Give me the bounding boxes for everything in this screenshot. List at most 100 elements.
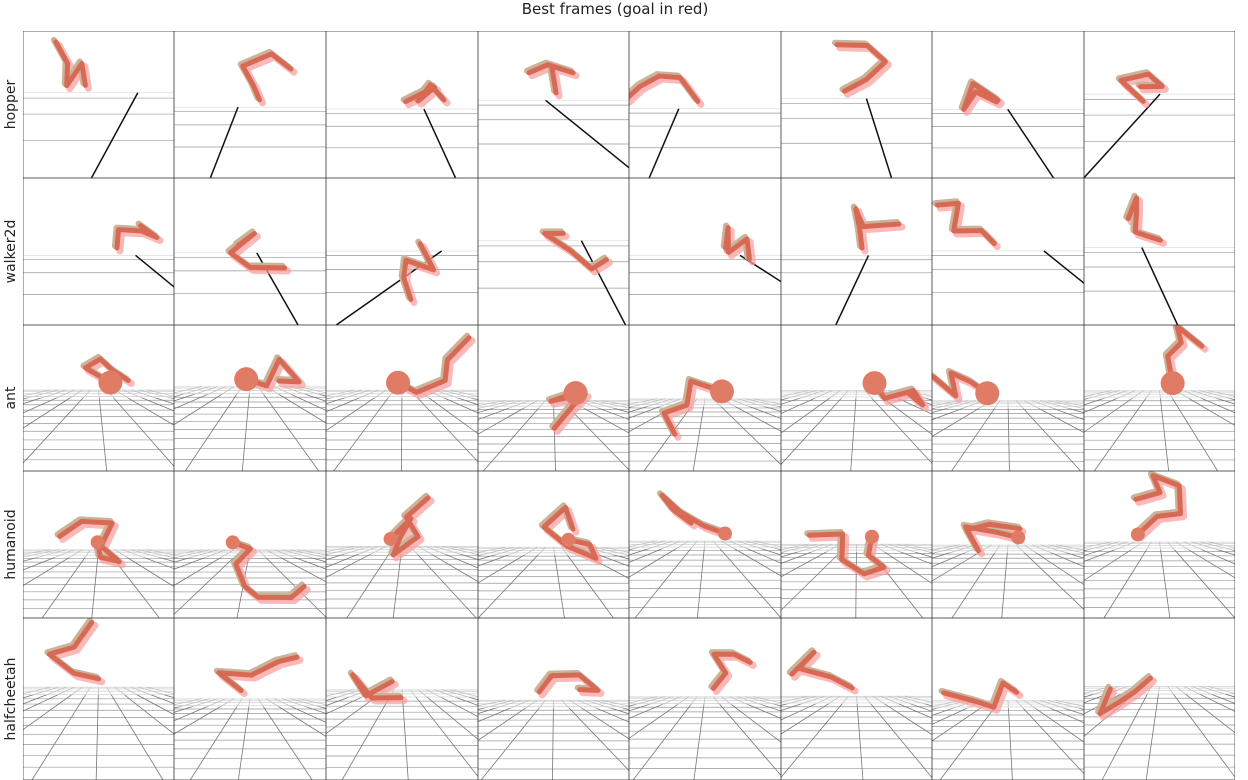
agent-pose	[388, 495, 431, 558]
floor-line	[1103, 541, 1152, 618]
floor-line	[174, 549, 243, 615]
row-label: humanoid	[3, 509, 19, 579]
torso	[1011, 530, 1026, 545]
frame-bg	[629, 31, 781, 178]
floor-line	[106, 686, 164, 780]
floor-line	[951, 400, 1001, 471]
torso	[234, 367, 259, 392]
frame-bg	[932, 31, 1084, 178]
floor-line	[1159, 541, 1171, 618]
floor-line	[629, 540, 690, 578]
floor-line	[478, 546, 546, 618]
frame-bg	[1084, 31, 1235, 178]
floor-line	[174, 549, 219, 563]
frame	[174, 618, 326, 780]
floor-line	[561, 699, 629, 772]
floor-line	[712, 540, 781, 618]
agent-pose	[46, 619, 102, 682]
floor-line	[781, 389, 825, 405]
floor-line	[478, 546, 538, 584]
floor-line	[1039, 700, 1084, 716]
floor-line	[189, 698, 243, 780]
sky-haze	[629, 471, 781, 549]
floor-line	[781, 695, 849, 779]
floor-line	[781, 543, 833, 564]
sky-haze	[629, 618, 781, 705]
floor-line	[781, 695, 833, 721]
floor-line	[346, 546, 395, 618]
floor-line	[553, 400, 556, 471]
agent-pose	[1133, 473, 1184, 537]
floor-line	[577, 546, 629, 567]
floor-line	[1093, 390, 1152, 471]
sky-haze	[781, 325, 932, 399]
floor-line	[417, 389, 478, 435]
frame-bg	[781, 178, 932, 325]
agent-pose	[710, 651, 753, 691]
floor-line	[425, 545, 478, 569]
floor-line	[1167, 686, 1235, 778]
frame	[23, 31, 174, 178]
torso	[862, 371, 887, 396]
floor-line	[90, 92, 139, 178]
floor-line	[1167, 541, 1235, 618]
floor-line	[880, 390, 932, 415]
floor-line	[932, 400, 985, 421]
floor-line	[1145, 686, 1160, 780]
floor-line	[425, 389, 478, 414]
sky-haze	[174, 618, 326, 707]
floor-line	[409, 689, 478, 778]
frame-bg	[174, 178, 326, 325]
floor-line	[632, 696, 698, 780]
floor-line	[888, 543, 932, 558]
floor-line	[23, 686, 83, 731]
floor-line	[423, 108, 457, 178]
floor-line	[257, 698, 313, 780]
agent-pose	[661, 378, 725, 437]
floor-line	[872, 543, 932, 584]
floor-line	[98, 389, 108, 471]
frame	[478, 178, 629, 325]
torso	[709, 379, 734, 404]
floor-line	[1183, 685, 1235, 712]
floor-line	[580, 240, 627, 325]
frame	[932, 471, 1084, 618]
floor-line	[629, 540, 674, 556]
floor-line	[781, 543, 825, 558]
agent-pose	[403, 82, 447, 105]
floor-line	[174, 549, 227, 570]
frame	[629, 471, 781, 618]
floor-line	[333, 389, 395, 471]
floor-line	[835, 255, 870, 325]
frame	[932, 325, 1084, 471]
agent-pose	[243, 356, 302, 389]
sky-haze	[629, 325, 781, 407]
floor-line	[483, 400, 546, 471]
floor-line	[478, 399, 530, 421]
frame-bg	[478, 31, 629, 178]
frame	[23, 618, 174, 780]
frame	[23, 325, 174, 471]
floor-line	[257, 549, 326, 618]
agent-pose	[629, 73, 701, 104]
floor-line	[209, 106, 239, 178]
row-label: halfcheetah	[3, 657, 19, 740]
floor-line	[1183, 390, 1235, 414]
floor-line	[585, 546, 629, 560]
goal-pose	[836, 44, 892, 98]
floor-line	[1084, 390, 1136, 413]
agent-pose	[659, 492, 728, 536]
frame	[478, 31, 629, 178]
floor-line	[114, 686, 174, 735]
floor-line	[720, 540, 781, 577]
floor-line	[888, 695, 932, 712]
agent-pose	[934, 200, 997, 247]
frame-bg	[326, 31, 478, 178]
sky-haze	[1084, 618, 1235, 695]
floor-line	[326, 545, 387, 578]
floor-line	[932, 700, 993, 742]
body-shadow	[1095, 673, 1152, 715]
floor-line	[872, 695, 932, 736]
floor-line	[23, 549, 83, 587]
floor-line	[781, 695, 825, 711]
